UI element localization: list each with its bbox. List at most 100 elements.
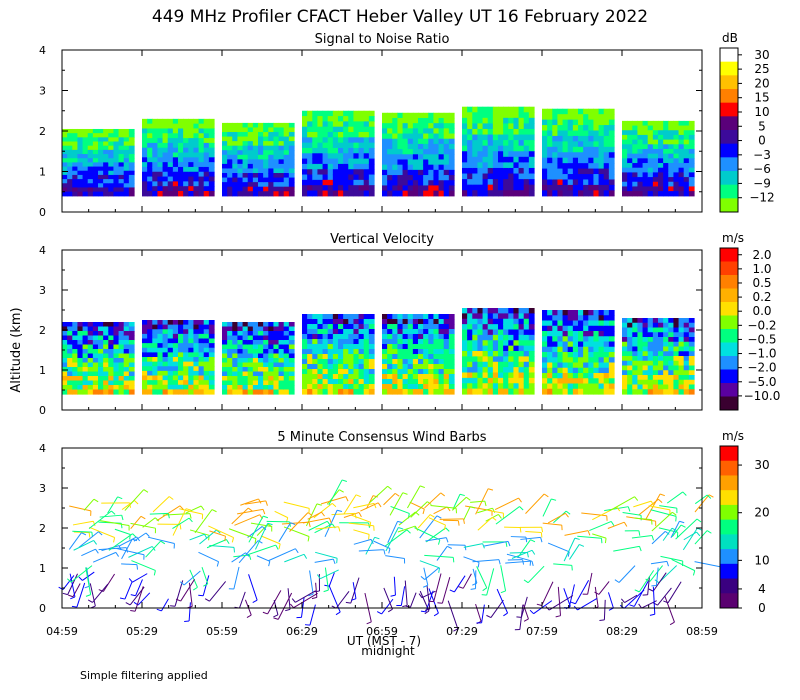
wind-barb	[694, 494, 708, 505]
colorbar-swatch	[720, 593, 738, 609]
heatmap-cell	[688, 130, 695, 136]
heatmap-cell	[252, 371, 259, 377]
heatmap-cell	[322, 334, 329, 340]
heatmap-cell	[678, 360, 685, 367]
heatmap-cell	[62, 358, 68, 364]
heatmap-cell	[642, 384, 649, 390]
heatmap-cell	[523, 372, 530, 379]
wind-barb	[353, 502, 375, 509]
heatmap-cell	[208, 133, 215, 139]
colorbar-swatch	[720, 61, 738, 76]
heatmap-cell	[103, 187, 109, 193]
heatmap-cell	[382, 159, 388, 166]
heatmap-cell	[508, 156, 515, 163]
heatmap-cell	[467, 140, 473, 147]
heatmap-cell	[663, 186, 669, 192]
wind-barb	[174, 580, 184, 607]
heatmap-cell	[608, 135, 615, 142]
heatmap-cell	[428, 369, 435, 375]
heatmap-cell	[513, 184, 520, 191]
heatmap-cell	[343, 185, 349, 192]
y-tick-label: 4	[39, 44, 46, 57]
heatmap-cell	[513, 334, 520, 341]
heatmap-cell	[72, 362, 79, 368]
heatmap-cell	[632, 167, 639, 173]
wind-barb-flag	[452, 557, 455, 563]
heatmap-cell	[387, 339, 393, 345]
wind-barb-flag	[211, 509, 217, 513]
heatmap-cell	[397, 364, 404, 370]
heatmap-cell	[332, 185, 339, 192]
heatmap-cell	[98, 344, 104, 350]
heatmap-cell	[147, 389, 153, 395]
heatmap-cell	[513, 140, 520, 147]
heatmap-cell	[392, 133, 399, 140]
wind-barb-flag	[267, 522, 273, 526]
wind-barb-flag	[119, 597, 126, 600]
heatmap-cell	[588, 336, 595, 343]
colorbar-tick-label: −9	[753, 176, 771, 190]
heatmap-cell	[113, 335, 120, 341]
heatmap-cell	[578, 331, 584, 337]
heatmap-cell	[87, 145, 94, 151]
heatmap-cell	[268, 163, 275, 170]
heatmap-cell	[368, 319, 375, 325]
heatmap-cell	[508, 179, 515, 186]
wind-barb	[650, 560, 668, 565]
heatmap-cell	[227, 353, 233, 359]
heatmap-cell	[338, 344, 344, 350]
heatmap-cell	[627, 389, 633, 395]
heatmap-cell	[198, 370, 205, 377]
heatmap-cell	[487, 367, 494, 374]
wind-barb	[240, 498, 259, 506]
wind-barb	[393, 576, 396, 596]
heatmap-cell	[418, 138, 424, 145]
heatmap-cell	[627, 384, 633, 390]
wind-barb	[328, 572, 335, 587]
heatmap-cell	[232, 173, 239, 179]
heatmap-cell	[492, 329, 499, 336]
heatmap-cell	[678, 356, 685, 362]
heatmap-cell	[98, 149, 104, 155]
heatmap-cell	[242, 358, 249, 364]
heatmap-cell	[448, 128, 455, 135]
heatmap-cell	[278, 177, 285, 183]
wind-barb-flag	[525, 537, 528, 543]
heatmap-cell	[103, 380, 109, 386]
heatmap-cell	[98, 376, 104, 382]
heatmap-cell	[178, 157, 184, 163]
colorbar-swatch	[720, 356, 738, 370]
heatmap-cell	[443, 149, 450, 155]
heatmap-cell	[552, 179, 559, 186]
heatmap-cell	[128, 137, 135, 143]
heatmap-cell	[598, 157, 605, 164]
heatmap-cell	[92, 385, 99, 391]
heatmap-cell	[312, 110, 319, 117]
figure-title: 449 MHz Profiler CFACT Heber Valley UT 1…	[152, 7, 648, 27]
heatmap-cell	[392, 164, 399, 171]
heatmap-cell	[172, 324, 179, 330]
wind-barb-flag	[436, 515, 442, 519]
heatmap-cell	[263, 150, 269, 156]
heatmap-cell	[637, 379, 644, 386]
heatmap-cell	[438, 314, 445, 320]
heatmap-cell	[152, 352, 159, 358]
heatmap-cell	[492, 388, 499, 395]
heatmap-cell	[642, 181, 649, 188]
heatmap-cell	[637, 125, 644, 131]
heatmap-cell	[103, 170, 109, 176]
heatmap-cell	[208, 142, 215, 149]
heatmap-cell	[523, 367, 530, 374]
heatmap-cell	[542, 125, 548, 132]
heatmap-cell	[232, 371, 239, 377]
heatmap-cell	[82, 170, 89, 176]
heatmap-cell	[232, 335, 239, 341]
heatmap-cell	[332, 163, 339, 170]
heatmap-cell	[147, 333, 153, 340]
heatmap-cell	[387, 117, 393, 124]
heatmap-cell	[167, 166, 174, 173]
heatmap-cell	[72, 137, 79, 143]
wind-barb	[505, 560, 533, 564]
heatmap-cell	[562, 125, 569, 132]
heatmap-cell	[353, 334, 360, 340]
